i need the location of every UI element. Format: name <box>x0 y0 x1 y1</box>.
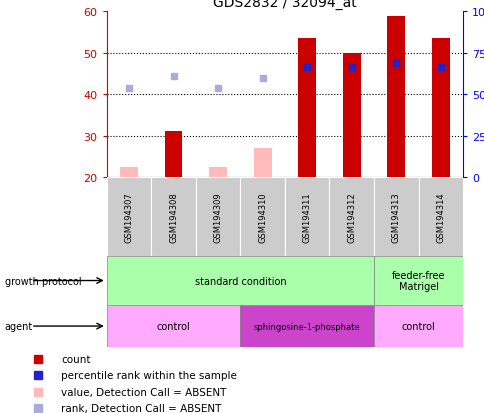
Bar <box>285 178 329 256</box>
Text: GSM194311: GSM194311 <box>302 192 311 242</box>
Text: GSM194307: GSM194307 <box>124 192 133 242</box>
Text: control: control <box>156 321 190 331</box>
Bar <box>240 178 284 256</box>
Bar <box>106 256 373 306</box>
Bar <box>151 178 196 256</box>
Text: percentile rank within the sample: percentile rank within the sample <box>61 370 237 380</box>
Bar <box>373 306 462 347</box>
Bar <box>120 167 137 178</box>
Text: count: count <box>61 354 91 364</box>
Bar <box>253 149 271 178</box>
Text: rank, Detection Call = ABSENT: rank, Detection Call = ABSENT <box>61 404 221 413</box>
Bar <box>298 39 316 178</box>
Text: GSM194310: GSM194310 <box>257 192 267 242</box>
Bar <box>431 39 449 178</box>
Bar <box>164 132 182 178</box>
Text: sphingosine-1-phosphate: sphingosine-1-phosphate <box>254 322 360 331</box>
Text: GSM194312: GSM194312 <box>347 192 356 242</box>
Bar <box>342 54 360 178</box>
Text: GSM194308: GSM194308 <box>169 192 178 242</box>
Text: value, Detection Call = ABSENT: value, Detection Call = ABSENT <box>61 387 226 397</box>
Text: control: control <box>401 321 435 331</box>
Bar <box>418 178 462 256</box>
Text: GSM194314: GSM194314 <box>436 192 444 242</box>
Bar <box>196 178 240 256</box>
Text: GSM194313: GSM194313 <box>391 192 400 242</box>
Bar <box>373 256 462 306</box>
Bar <box>387 17 405 178</box>
Bar <box>209 167 227 178</box>
Text: standard condition: standard condition <box>194 276 286 286</box>
Bar <box>240 306 373 347</box>
Bar <box>106 178 151 256</box>
Bar <box>373 178 418 256</box>
Bar <box>106 306 240 347</box>
Text: growth protocol: growth protocol <box>5 276 81 286</box>
Bar <box>329 178 373 256</box>
Text: GSM194309: GSM194309 <box>213 192 222 242</box>
Text: agent: agent <box>5 321 33 331</box>
Title: GDS2832 / 32094_at: GDS2832 / 32094_at <box>212 0 356 10</box>
Text: feeder-free
Matrigel: feeder-free Matrigel <box>391 270 444 292</box>
